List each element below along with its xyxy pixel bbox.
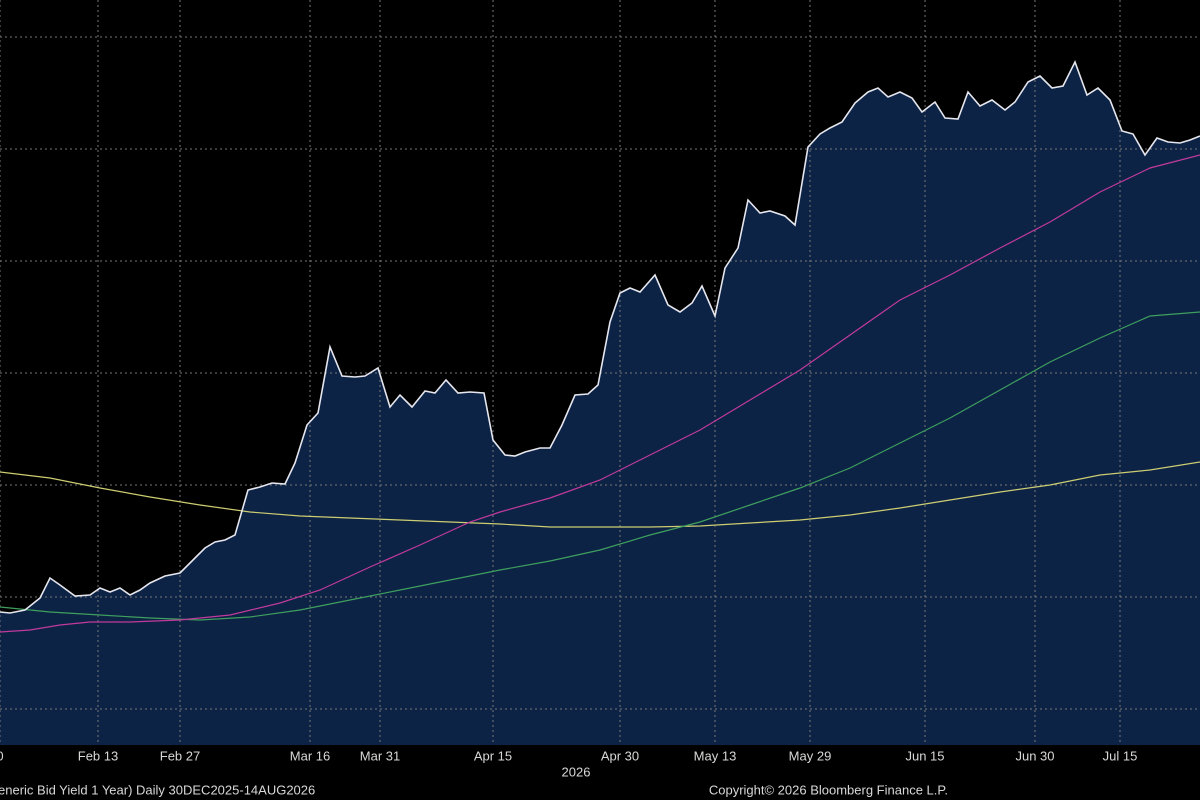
line: [0, 461, 1200, 528]
area: [0, 62, 1200, 745]
x-tick-label: Apr 30: [601, 748, 639, 763]
x-axis-label: 2026: [562, 764, 591, 779]
x-tick-label: May 29: [789, 748, 832, 763]
x-tick-label: Feb 27: [160, 748, 200, 763]
footer-right: Copyright© 2026 Bloomberg Finance L.P.: [709, 782, 948, 797]
x-tick-label: Mar 16: [290, 748, 330, 763]
x-tick-label: 0: [0, 748, 4, 763]
x-tick-label: Apr 15: [474, 748, 512, 763]
footer-left: eneric Bid Yield 1 Year) Daily 30DEC2025…: [0, 782, 315, 797]
x-tick-label: Jun 15: [905, 748, 944, 763]
x-tick-label: May 13: [694, 748, 737, 763]
x-tick-label: Jul 15: [1103, 748, 1138, 763]
line: [0, 59, 1200, 614]
line: [0, 311, 1200, 621]
x-tick-label: Jun 30: [1015, 748, 1054, 763]
x-tick-label: Feb 13: [78, 748, 118, 763]
line: [0, 154, 1200, 633]
x-tick-label: Mar 31: [360, 748, 400, 763]
